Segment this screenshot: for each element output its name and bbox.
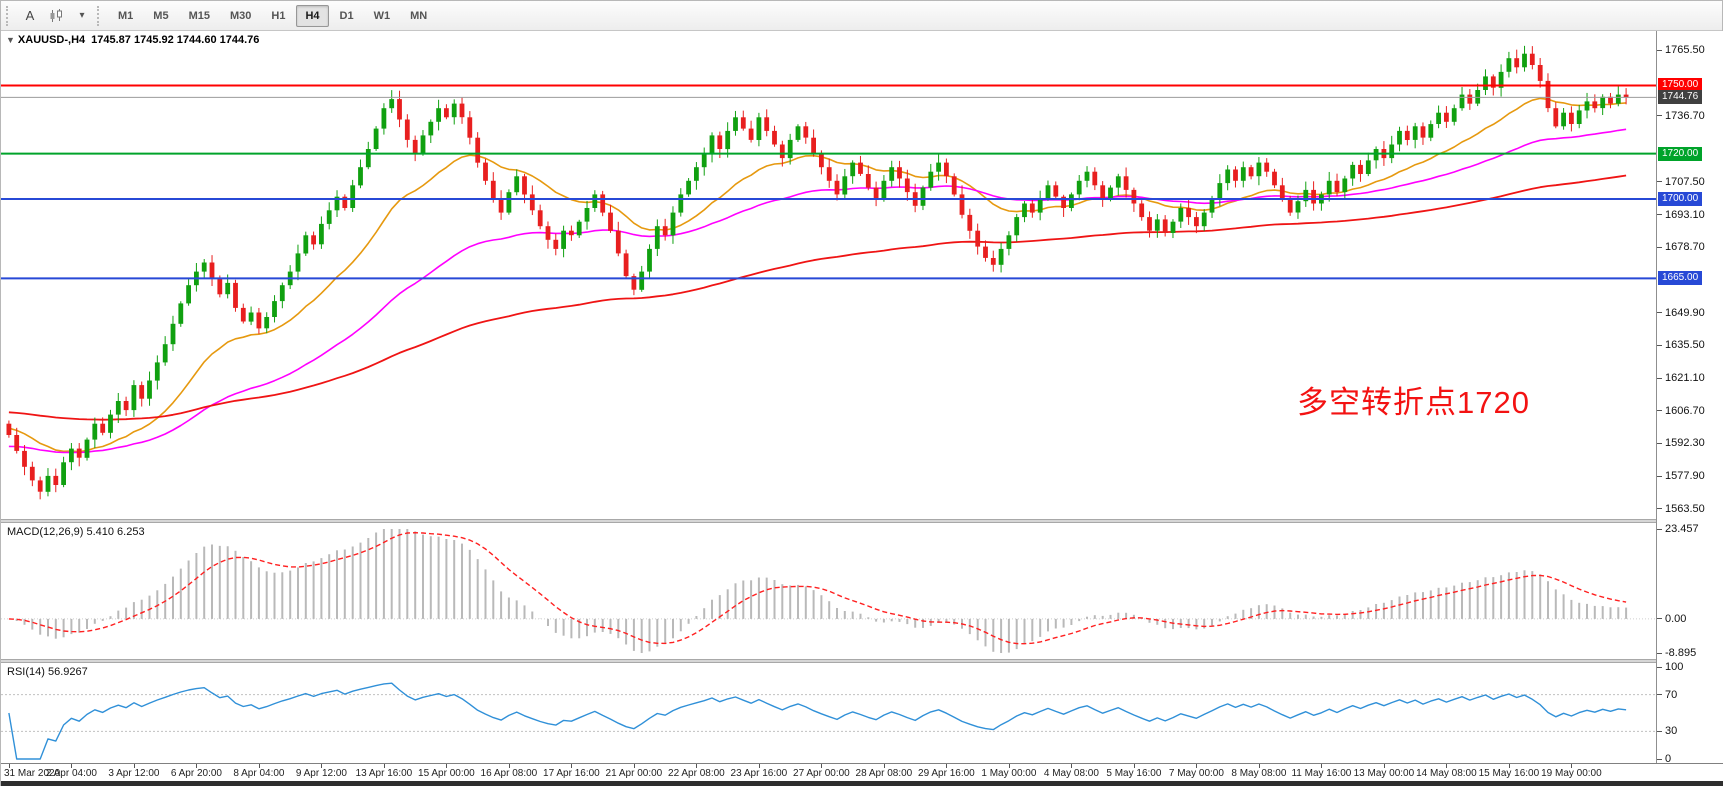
slow-ma-line — [8, 174, 1627, 421]
price-axis-label: 1736.70 — [1665, 109, 1705, 122]
text-tool-button[interactable]: A — [25, 8, 35, 23]
time-axis-label: 15 Apr 00:00 — [418, 768, 475, 779]
time-axis-label: 1 May 00:00 — [981, 768, 1037, 779]
bottom-strip — [1, 781, 1723, 786]
time-axis-label: 3 Apr 12:00 — [108, 768, 160, 779]
panel-splitter[interactable] — [1, 659, 1723, 663]
timeframe-toolbar: M1 M5 M15 M30 H1 H4 D1 W1 MN — [108, 4, 437, 27]
time-axis-label: 11 May 16:00 — [1291, 768, 1352, 779]
level-price-box: 1665.00 — [1658, 271, 1703, 286]
time-axis-label: 21 Apr 00:00 — [605, 768, 663, 779]
time-scale[interactable]: 31 Mar 2020 2 Apr 04:00 3 Apr 12:00 6 Apr 2… — [1, 763, 1723, 781]
rsi-line — [8, 682, 1627, 760]
price-axis-label: 1592.30 — [1665, 437, 1705, 450]
rsi-axis-label: 0 — [1665, 753, 1672, 765]
time-axis-label: 29 Apr 16:00 — [918, 768, 975, 779]
level-price-box: 1700.00 — [1658, 191, 1703, 206]
chart-header: ▼ XAUUSD-,H4 1745.87 1745.92 1744.60 1744.… — [6, 34, 259, 46]
timeframe-button-d1[interactable]: D1 — [339, 9, 354, 22]
time-axis-label: 23 Apr 16:00 — [730, 768, 788, 779]
time-axis-label: 17 Apr 16:00 — [543, 768, 600, 779]
rsi-chart — [1, 682, 1656, 760]
price-axis-label: 1635.50 — [1665, 339, 1705, 352]
price-axis-label: 1577.90 — [1665, 470, 1705, 483]
time-axis-label: 22 Apr 08:00 — [668, 768, 725, 779]
toolbar: A ▾ M1 M5 M15 M30 H1 H4 D1 W1 MN — [1, 1, 1722, 31]
timeframe-button-m5[interactable]: M5 — [153, 9, 169, 22]
macd-signal-line — [8, 531, 1627, 645]
price-chart — [1, 45, 1656, 500]
rsi-indicator-label: RSI(14) 56.9267 — [7, 666, 88, 678]
price-axis-label: 1693.10 — [1665, 208, 1705, 221]
time-axis-label: 2 Apr 04:00 — [45, 768, 97, 779]
timeframe-button-h4[interactable]: H4 — [296, 4, 329, 27]
time-axis-label: 31 Mar 2020 — [4, 768, 61, 779]
time-axis-label: 6 Apr 20:00 — [170, 768, 222, 779]
time-axis-label: 16 Apr 08:00 — [480, 768, 538, 779]
price-axis-label: 1563.50 — [1665, 502, 1705, 515]
time-axis-label: 13 Apr 16:00 — [355, 768, 413, 779]
time-axis-label: 15 May 16:00 — [1478, 768, 1540, 779]
candlestick-icon — [50, 8, 62, 22]
price-axis-label: 1606.70 — [1665, 404, 1705, 417]
price-axis-label: 1707.50 — [1665, 175, 1705, 188]
time-axis-label: 27 Apr 00:00 — [793, 768, 850, 779]
level-price-box: 1720.00 — [1658, 146, 1703, 161]
toolbar-grip[interactable] — [6, 5, 12, 26]
price-axis-label: 1649.90 — [1665, 306, 1705, 319]
price-axis-label: 1678.70 — [1665, 241, 1705, 254]
macd-axis-label: 23.457 — [1665, 523, 1699, 535]
timeframe-button-mn[interactable]: MN — [410, 9, 428, 22]
fast-ma-line — [8, 97, 1627, 453]
candlestick-chart-tool-button[interactable] — [44, 5, 68, 27]
time-axis-label: 13 May 00:00 — [1353, 768, 1415, 779]
timeframe-button-m1[interactable]: M1 — [118, 9, 134, 22]
time-axis-label: 28 Apr 08:00 — [855, 768, 913, 779]
toolbar-grip[interactable] — [97, 5, 103, 26]
time-axis-label: 9 Apr 12:00 — [295, 768, 347, 779]
rsi-axis-label: 70 — [1665, 688, 1678, 701]
time-axis-label: 7 May 00:00 — [1168, 768, 1224, 779]
chart-annotation-text: 多空转折点1720 — [1297, 385, 1530, 420]
symbol-timeframe-label: XAUUSD-,H4 — [17, 34, 86, 46]
collapse-arrow-icon[interactable]: ▼ — [6, 35, 15, 45]
time-axis-label: 8 May 08:00 — [1231, 768, 1287, 779]
panel-splitter[interactable] — [1, 519, 1723, 523]
timeframe-button-m30[interactable]: M30 — [229, 9, 252, 22]
macd-indicator-label: MACD(12,26,9) 5.410 6.253 — [7, 526, 145, 538]
medium-ma-line — [8, 128, 1627, 454]
price-scale[interactable]: 1765.50 1736.70 1707.50 1693.10 1678.70 1649.… — [1656, 31, 1723, 781]
time-axis-label: 14 May 08:00 — [1416, 768, 1477, 779]
rsi-axis-label: 100 — [1665, 661, 1684, 673]
price-axis-label: 1765.50 — [1665, 44, 1705, 57]
macd-axis-label: -8.895 — [1665, 647, 1697, 659]
time-axis-label: 8 Apr 04:00 — [233, 768, 285, 779]
timeframe-button-w1[interactable]: W1 — [373, 9, 391, 22]
time-axis-label: 4 May 08:00 — [1043, 768, 1099, 779]
rsi-axis-label: 30 — [1665, 725, 1678, 738]
indicators-menu-dropdown-button[interactable]: ▾ — [79, 10, 85, 21]
price-axis-label: 1621.10 — [1665, 372, 1705, 385]
macd-axis-label: 0.00 — [1665, 612, 1687, 625]
macd-chart — [1, 529, 1656, 653]
time-axis-label: 5 May 16:00 — [1106, 768, 1162, 779]
timeframe-button-m15[interactable]: M15 — [188, 9, 210, 22]
level-price-box: 1750.00 — [1658, 78, 1703, 93]
time-axis-label: 19 May 00:00 — [1541, 768, 1602, 779]
current-price-box: 1744.76 — [1658, 90, 1703, 105]
chart-region: ▼ XAUUSD-,H4 1745.87 1745.92 1744.60 1744.… — [1, 31, 1723, 786]
toolbar-tools-group: A ▾ — [17, 5, 95, 27]
timeframe-button-h1[interactable]: H1 — [271, 9, 286, 22]
ohlc-values: 1745.87 1745.92 1744.60 1744.76 — [91, 34, 260, 46]
